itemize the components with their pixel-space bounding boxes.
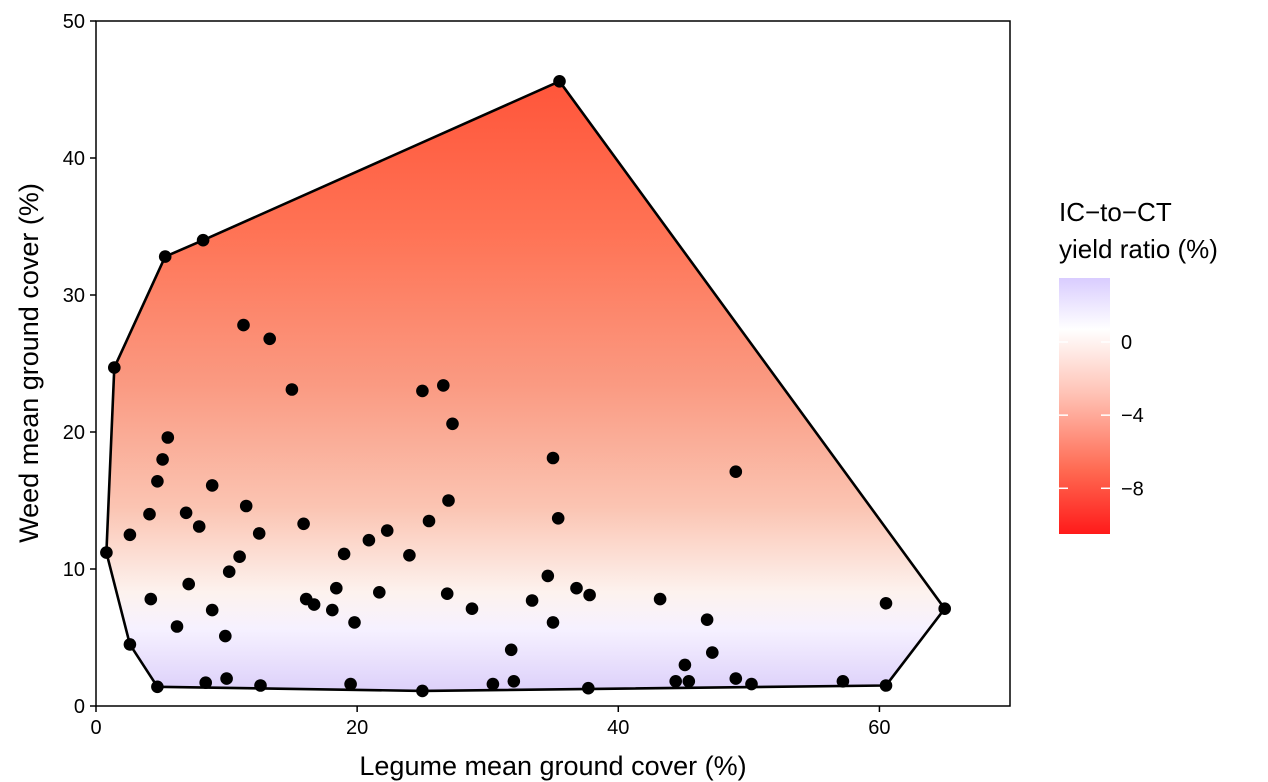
data-point	[161, 431, 175, 444]
data-point	[220, 672, 233, 685]
x-tick-label: 20	[346, 717, 368, 739]
data-point	[297, 517, 310, 531]
data-point	[108, 361, 121, 374]
data-point	[151, 475, 164, 488]
data-point	[507, 675, 521, 688]
data-point	[192, 520, 206, 533]
legend-tick-label: 0	[1121, 332, 1132, 354]
data-point	[263, 332, 277, 346]
data-point	[233, 550, 246, 563]
data-point	[237, 318, 250, 332]
data-point	[337, 547, 351, 561]
data-point	[196, 233, 210, 247]
x-tick-label: 40	[607, 717, 629, 739]
data-point	[546, 616, 560, 629]
data-point	[151, 680, 164, 694]
data-point	[836, 675, 850, 688]
legend-title-line2: yield ratio (%)	[1059, 234, 1218, 264]
data-point	[446, 417, 459, 431]
data-point	[416, 684, 429, 698]
data-point	[239, 499, 253, 513]
data-point	[440, 587, 454, 600]
data-point	[504, 643, 518, 657]
data-point	[182, 577, 195, 591]
legend-tick-label: −8	[1121, 478, 1144, 500]
data-point	[254, 679, 267, 692]
data-point	[729, 465, 743, 479]
data-point	[144, 592, 158, 606]
data-point	[525, 594, 539, 607]
data-point	[682, 675, 696, 688]
x-tick-label: 0	[90, 717, 101, 739]
data-point	[222, 565, 236, 578]
data-point	[669, 675, 682, 688]
data-point	[541, 569, 555, 583]
y-tick-label: 0	[74, 696, 85, 718]
data-point	[219, 629, 232, 643]
data-point	[330, 581, 343, 595]
data-point	[706, 646, 719, 659]
y-axis-ticks: 0 10 20 30 40 50	[63, 11, 96, 718]
data-point	[486, 677, 500, 691]
data-point	[570, 581, 583, 595]
data-point	[100, 546, 113, 559]
data-point	[678, 658, 692, 672]
data-point	[348, 616, 361, 629]
y-tick-label: 20	[63, 422, 85, 444]
y-tick-label: 50	[63, 11, 85, 33]
color-legend: IC−to−CT yield ratio (%) 0 −4 −8	[1059, 197, 1218, 534]
y-tick-label: 10	[63, 559, 85, 581]
data-point	[416, 384, 429, 398]
data-points	[100, 75, 951, 698]
data-point	[156, 453, 169, 466]
data-point	[465, 602, 479, 615]
data-point	[729, 672, 743, 685]
data-point	[700, 613, 714, 626]
data-point	[252, 527, 266, 540]
data-point	[553, 75, 566, 88]
data-point	[373, 586, 386, 599]
data-point	[582, 681, 595, 695]
data-point	[326, 603, 339, 617]
data-point	[745, 677, 758, 691]
data-point	[551, 512, 565, 525]
x-axis-ticks: 0 20 40 60	[90, 706, 891, 739]
x-tick-label: 60	[868, 717, 890, 739]
data-point	[879, 679, 893, 692]
data-point	[199, 676, 212, 689]
data-point	[653, 592, 667, 606]
data-point	[123, 638, 137, 651]
data-point	[442, 494, 455, 507]
legend-title-line1: IC−to−CT	[1059, 197, 1172, 227]
data-point	[158, 250, 172, 263]
data-point	[403, 549, 416, 562]
data-point	[123, 528, 137, 542]
data-point	[422, 514, 436, 528]
data-point	[938, 602, 951, 615]
y-tick-label: 40	[63, 148, 85, 170]
legend-colorbar	[1059, 278, 1110, 534]
legend-tick-label: −4	[1121, 405, 1144, 427]
data-point	[344, 677, 357, 691]
data-point	[583, 588, 596, 602]
data-point	[307, 598, 321, 611]
y-axis-title: Weed mean ground cover (%)	[14, 183, 44, 543]
data-point	[437, 379, 450, 392]
y-tick-label: 30	[63, 285, 85, 307]
data-point	[179, 506, 193, 520]
legend-ticks: 0 −4 −8	[1059, 332, 1144, 500]
data-point	[170, 620, 184, 633]
data-point	[380, 524, 394, 537]
data-point	[205, 479, 219, 492]
data-point	[546, 451, 560, 465]
data-point	[362, 533, 376, 547]
data-point	[879, 597, 893, 610]
data-point	[205, 603, 219, 617]
data-point	[143, 507, 156, 521]
data-point	[285, 383, 299, 396]
x-axis-title: Legume mean ground cover (%)	[359, 751, 746, 781]
